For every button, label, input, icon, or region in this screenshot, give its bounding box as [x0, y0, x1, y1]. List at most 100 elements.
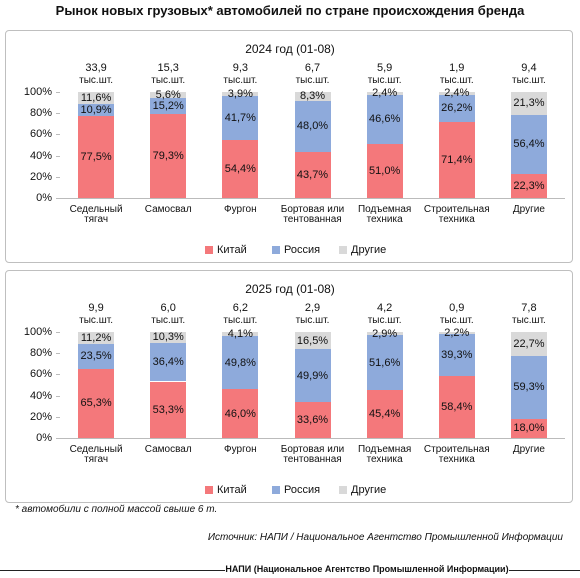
legend-label: Другие [351, 484, 387, 496]
bar-segment [366, 389, 403, 438]
x-axis [60, 438, 565, 439]
data-label: 71,4% [441, 154, 473, 167]
data-label: 33,6% [296, 414, 329, 427]
bar-segment [78, 115, 115, 198]
y-tick-label: 60% [29, 368, 52, 381]
data-label: 18,0% [513, 422, 545, 435]
total-unit: тыс.шт. [295, 75, 330, 86]
x-axis [60, 198, 565, 199]
data-label: 65,3% [80, 397, 112, 410]
x-tick-label: Седельный тягач [69, 204, 123, 225]
tick-mark [56, 198, 60, 199]
total-label: 6,2 [232, 302, 248, 314]
data-label: 58,4% [441, 401, 473, 414]
tick-mark [56, 92, 60, 93]
data-label: 2,2% [444, 327, 470, 340]
y-tick-label: 40% [29, 389, 52, 402]
legend-label: Россия [284, 484, 321, 496]
x-tick-label: Фургон [224, 444, 257, 455]
data-label: 43,7% [296, 168, 329, 181]
tick-mark [56, 374, 60, 376]
total-unit: тыс.шт. [367, 75, 402, 86]
data-label: 4,1% [227, 328, 253, 341]
bar-segment [366, 92, 403, 95]
tick-mark [56, 332, 60, 333]
x-tick-label: Самосвал [144, 204, 192, 215]
bar-segment [510, 174, 547, 198]
bar-segment [78, 343, 115, 369]
x-tick-label: Фургон [224, 204, 257, 215]
bar-segment [366, 332, 403, 336]
y-tick-label: 0% [36, 432, 52, 444]
data-label: 26,2% [441, 102, 473, 115]
data-label: 22,3% [513, 180, 545, 193]
bar-segment [438, 92, 475, 95]
data-label: 51,0% [369, 164, 401, 177]
total-label: 0,9 [449, 302, 465, 314]
footer-rule [0, 570, 225, 571]
bar-segment [366, 335, 403, 390]
page-title: Рынок новых грузовых* автомобилей по стр… [55, 3, 525, 18]
x-tick-label: Бортовая или тентованная [280, 444, 345, 465]
bar-segment [150, 91, 187, 98]
bar-segment [222, 332, 259, 337]
x-tick-label: Самосвал [144, 444, 192, 455]
y-tick-label: 0% [36, 192, 52, 204]
bar-segment [366, 143, 403, 198]
total-label: 6,0 [160, 302, 176, 314]
total-label: 15,3 [157, 62, 179, 74]
tick-mark [56, 155, 60, 157]
x-tick-label: Бортовая или тентованная [280, 204, 345, 225]
y-tick-label: 80% [29, 347, 52, 360]
total-unit: тыс.шт. [223, 75, 258, 86]
bar-segment [294, 332, 331, 350]
total-label: 2,9 [304, 302, 321, 314]
legend-swatch [205, 246, 213, 254]
footnote: * автомобили с полной массой свыше 6 т. [15, 504, 218, 515]
bar-segment [510, 92, 547, 115]
footer-rule [509, 570, 580, 571]
y-tick-label: 100% [23, 326, 52, 338]
x-tick-label: Строительная техника [423, 444, 490, 465]
bar-segment [150, 97, 187, 114]
footer: НАПИ (Национальное Агентство Промышленно… [225, 564, 509, 574]
data-label: 53,3% [152, 403, 184, 416]
total-label: 6,7 [304, 62, 321, 74]
bar-segment [150, 342, 187, 382]
bar-segment [294, 349, 331, 403]
data-label: 3,9% [227, 88, 253, 101]
total-unit: тыс.шт. [223, 315, 258, 326]
bar-segment [510, 418, 547, 438]
bar-segment [438, 334, 475, 377]
bar-segment [222, 389, 259, 438]
total-label: 7,8 [521, 302, 537, 314]
data-label: 46,0% [224, 407, 256, 420]
bar-segment [294, 100, 331, 152]
bar-segment [294, 151, 331, 198]
data-label: 2,9% [372, 327, 398, 340]
data-label: 21,3% [513, 97, 545, 110]
data-label: 46,6% [369, 113, 401, 126]
bar-segment [438, 94, 475, 123]
legend-label: Другие [351, 244, 387, 256]
x-tick-label: Другие [512, 204, 545, 215]
legend-swatch [272, 486, 280, 494]
data-label: 79,3% [152, 149, 184, 162]
data-label: 51,6% [369, 356, 401, 369]
total-unit: тыс.шт. [512, 75, 546, 86]
total-unit: тыс.шт. [295, 315, 330, 326]
bar-segment [78, 368, 115, 438]
data-label: 5,6% [155, 88, 181, 101]
x-tick-label: Другие [512, 444, 545, 455]
bar-segment [222, 140, 259, 198]
panel [5, 30, 573, 263]
legend-swatch [339, 246, 347, 254]
total-unit: тыс.шт. [79, 315, 113, 326]
data-label: 49,9% [296, 369, 329, 382]
data-label: 36,4% [152, 356, 184, 369]
data-label: 10,3% [152, 331, 184, 344]
data-label: 56,4% [513, 138, 545, 151]
bar-segment [438, 122, 475, 198]
tick-mark [56, 353, 60, 355]
